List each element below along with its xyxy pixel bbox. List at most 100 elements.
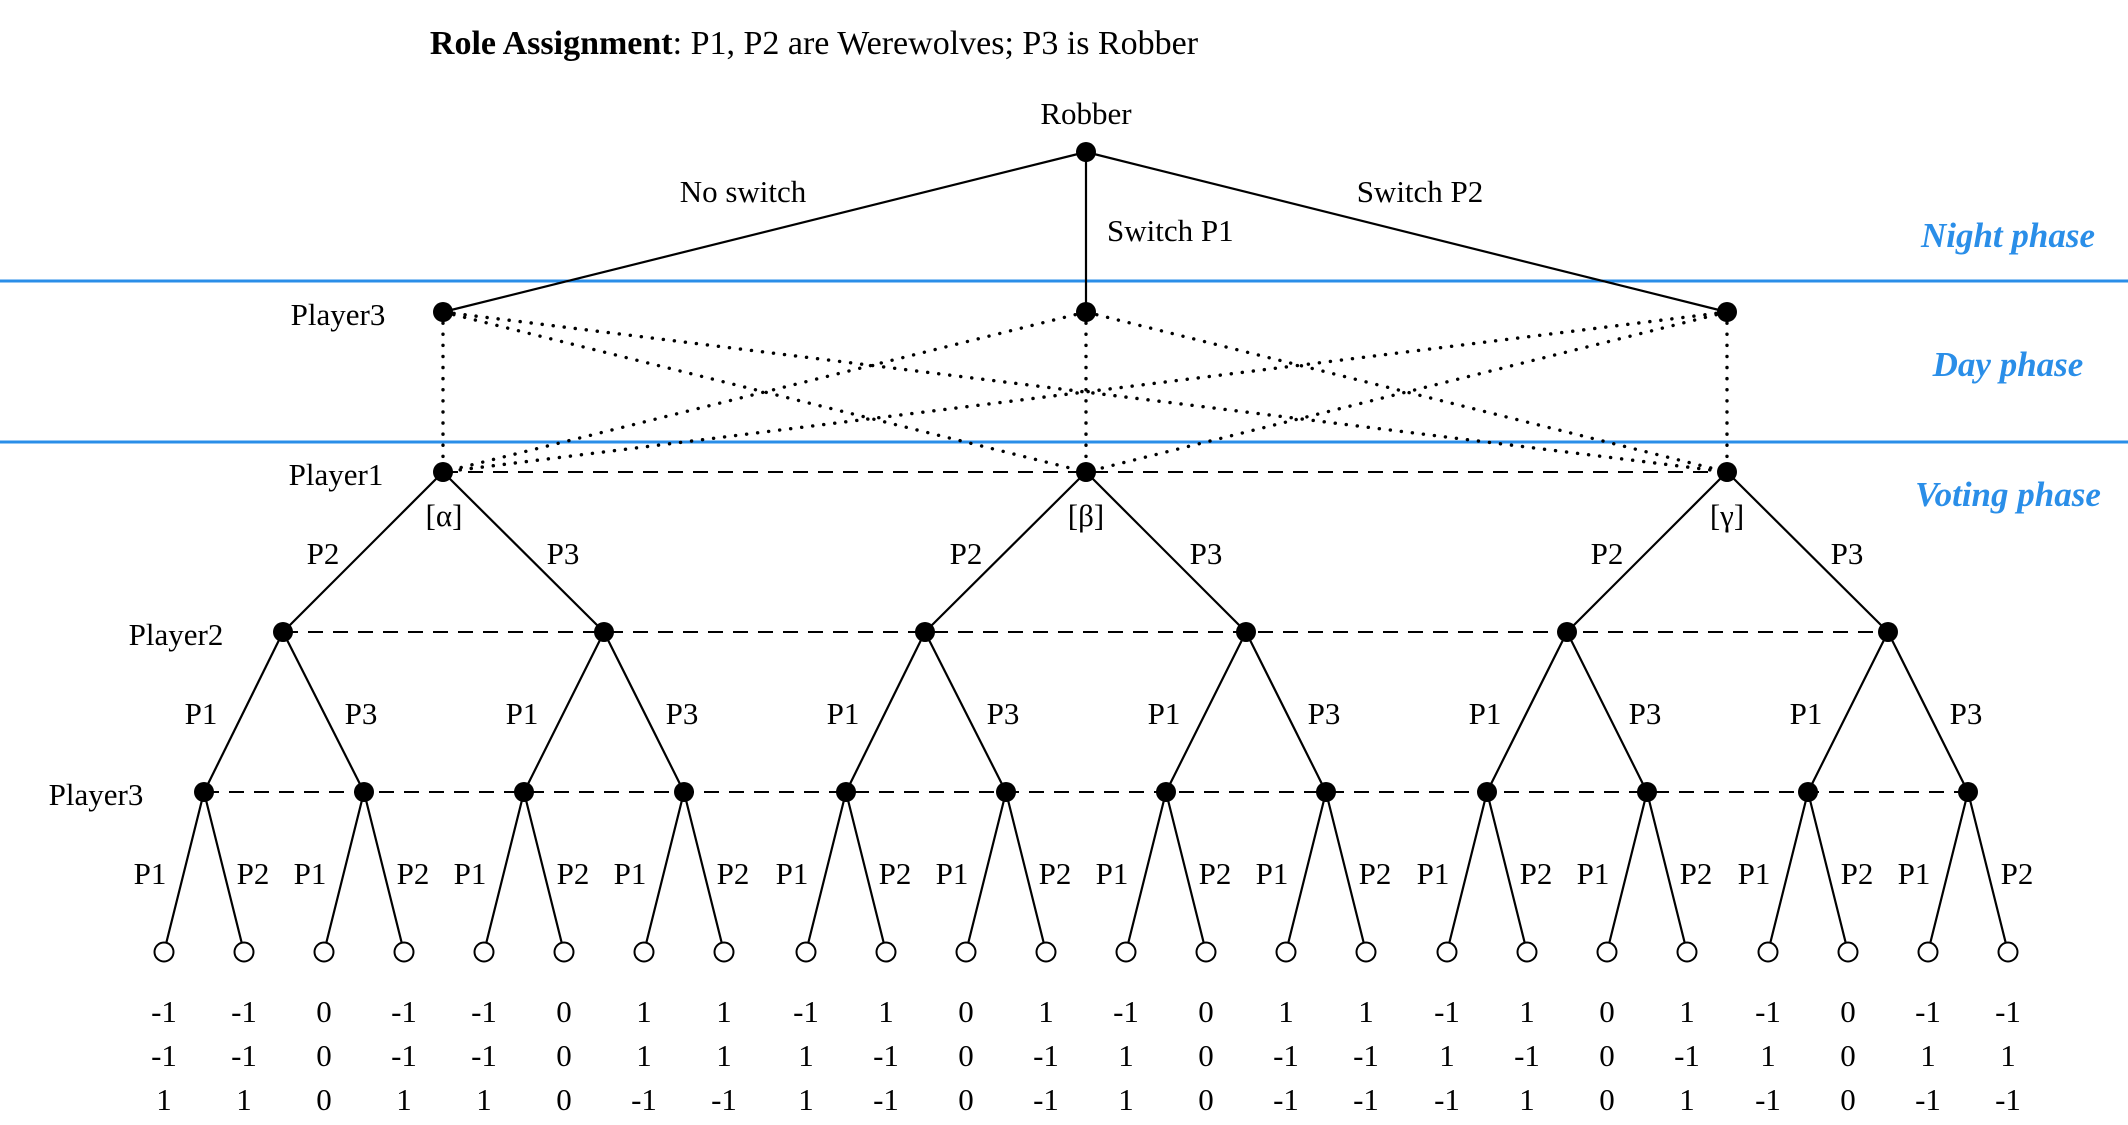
payoff-value: -1 (1995, 1082, 2021, 1117)
player3-action-label: P1 (936, 856, 969, 891)
player2-edge (1486, 631, 1568, 793)
tree-nodes (153, 142, 2019, 963)
payoff-value: 1 (878, 994, 894, 1029)
player3-edge (1004, 791, 1048, 953)
player3-action-label: P1 (776, 856, 809, 891)
player3-edge (362, 791, 406, 953)
player3-action-label: P2 (1359, 856, 1392, 891)
payoff-value: 0 (1599, 1038, 1615, 1073)
player1-edge (1726, 471, 1889, 633)
leaf-node (1436, 941, 1458, 963)
player2-node (1236, 622, 1256, 642)
info-link-dotted (441, 310, 1088, 474)
robber-edge (442, 150, 1087, 314)
payoff-value: 1 (236, 1082, 252, 1117)
action-switch-p1: Switch P1 (1107, 213, 1234, 248)
payoff-value: -1 (391, 994, 417, 1029)
info-link-dotted (1084, 310, 1729, 474)
player3-vote-node (996, 782, 1016, 802)
payoff-value: -1 (1273, 1038, 1299, 1073)
payoff-value: 1 (1118, 1038, 1134, 1073)
payoff-value: 0 (316, 1038, 332, 1073)
player3-action-label: P1 (1256, 856, 1289, 891)
player2-edge (282, 631, 365, 793)
player3-action-label: P2 (717, 856, 750, 891)
payoff-value: 0 (958, 1082, 974, 1117)
title-rest: : P1, P2 are Werewolves; P3 is Robber (673, 25, 1199, 62)
player3-edge (482, 791, 526, 953)
info-link-dotted (1084, 310, 1729, 474)
player3-day-node (1076, 302, 1096, 322)
leaf-node (1917, 941, 1939, 963)
player3-action-label: P1 (454, 856, 487, 891)
player3-edge (1645, 791, 1689, 953)
player3-edge (1806, 791, 1850, 953)
player1-action-label: P2 (307, 536, 340, 571)
player3-action-label: P2 (1680, 856, 1713, 891)
player3-vote-node (1637, 782, 1657, 802)
info-set-gamma: [γ] (1710, 498, 1744, 533)
payoff-value: -1 (1915, 994, 1941, 1029)
payoff-value: -1 (1674, 1038, 1700, 1073)
payoff-value: -1 (1353, 1038, 1379, 1073)
payoff-value: 1 (156, 1082, 172, 1117)
player3-vote-node (354, 782, 374, 802)
payoff-value: -1 (873, 1082, 899, 1117)
payoff-value: 1 (636, 994, 652, 1029)
day-phase-label: Day phase (1932, 345, 2084, 384)
player2-action-label: P1 (185, 696, 218, 731)
player3-action-label: P2 (397, 856, 430, 891)
player1-edge (1566, 471, 1728, 633)
player3-action-label: P2 (879, 856, 912, 891)
player3-vote-node (194, 782, 214, 802)
payoff-value: 1 (1278, 994, 1294, 1029)
payoff-value: -1 (1033, 1082, 1059, 1117)
player3-edge (1485, 791, 1529, 953)
player3-edge (964, 791, 1008, 953)
player3-action-label: P1 (614, 856, 647, 891)
player1-action-label: P3 (1190, 536, 1223, 571)
player3-action-label: P2 (1199, 856, 1232, 891)
player2-label: Player2 (129, 617, 224, 652)
player3-edge (1324, 791, 1368, 953)
info-link-dotted (441, 310, 1729, 474)
leaf-node (153, 941, 175, 963)
payoff-value: 1 (1679, 994, 1695, 1029)
player3-edge (1164, 791, 1208, 953)
player2-action-label: P1 (1469, 696, 1502, 731)
player1-node (1076, 462, 1096, 482)
player3-action-label: P1 (294, 856, 327, 891)
diagram-title: Role Assignment: P1, P2 are Werewolves; … (430, 25, 1199, 62)
player3-edge (642, 791, 686, 953)
leaf-node (713, 941, 735, 963)
player3-action-label: P2 (1841, 856, 1874, 891)
leaf-node (875, 941, 897, 963)
player3-edge (202, 791, 246, 953)
player3-day-label: Player3 (291, 297, 386, 332)
player1-action-label: P2 (1591, 536, 1624, 571)
player2-action-label: P3 (345, 696, 378, 731)
root-label: Robber (1040, 96, 1132, 131)
leaf-node (1355, 941, 1377, 963)
leaf-node (1275, 941, 1297, 963)
payoff-value: 0 (556, 1082, 572, 1117)
player3-vote-node (1316, 782, 1336, 802)
payoff-value: 0 (1198, 1082, 1214, 1117)
info-set-alpha: [α] (426, 498, 463, 533)
info-link-dotted (441, 310, 1729, 474)
player3-vote-node (1798, 782, 1818, 802)
payoff-value: -1 (1033, 1038, 1059, 1073)
payoff-value: 1 (396, 1082, 412, 1117)
leaf-node (313, 941, 335, 963)
player2-edge (845, 631, 926, 793)
player2-action-label: P3 (1629, 696, 1662, 731)
payoff-value: -1 (631, 1082, 657, 1117)
payoff-value: -1 (471, 994, 497, 1029)
payoff-value: 1 (1358, 994, 1374, 1029)
player2-action-label: P3 (1950, 696, 1983, 731)
payoff-value: 1 (476, 1082, 492, 1117)
player3-action-label: P1 (1577, 856, 1610, 891)
player2-action-label: P3 (1308, 696, 1341, 731)
player3-edge (1124, 791, 1168, 953)
